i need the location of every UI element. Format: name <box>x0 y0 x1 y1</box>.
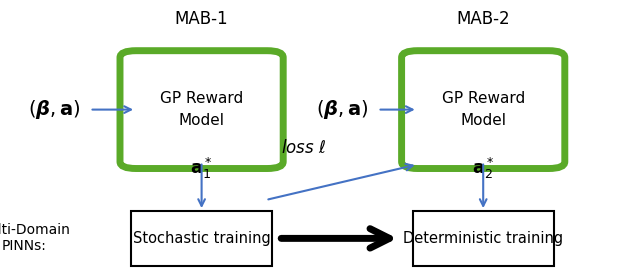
Text: Multi-Domain
PINNs:: Multi-Domain PINNs: <box>0 223 71 253</box>
FancyBboxPatch shape <box>402 51 564 169</box>
FancyBboxPatch shape <box>120 51 283 169</box>
Text: Stochastic training: Stochastic training <box>132 231 271 246</box>
FancyBboxPatch shape <box>131 211 272 266</box>
Text: GP Reward
Model: GP Reward Model <box>160 91 243 128</box>
Text: $(\boldsymbol{\beta}, \mathbf{a})$: $(\boldsymbol{\beta}, \mathbf{a})$ <box>28 98 81 121</box>
Text: GP Reward
Model: GP Reward Model <box>442 91 525 128</box>
Text: $(\boldsymbol{\beta}, \mathbf{a})$: $(\boldsymbol{\beta}, \mathbf{a})$ <box>316 98 369 121</box>
Text: $\mathbf{a}_2^*$: $\mathbf{a}_2^*$ <box>472 156 495 181</box>
Text: loss $\ell$: loss $\ell$ <box>282 139 326 157</box>
FancyBboxPatch shape <box>413 211 554 266</box>
Text: $\mathbf{a}_1^*$: $\mathbf{a}_1^*$ <box>190 156 213 181</box>
Text: MAB-2: MAB-2 <box>456 10 510 28</box>
Text: Deterministic training: Deterministic training <box>403 231 563 246</box>
Text: MAB-1: MAB-1 <box>175 10 228 28</box>
